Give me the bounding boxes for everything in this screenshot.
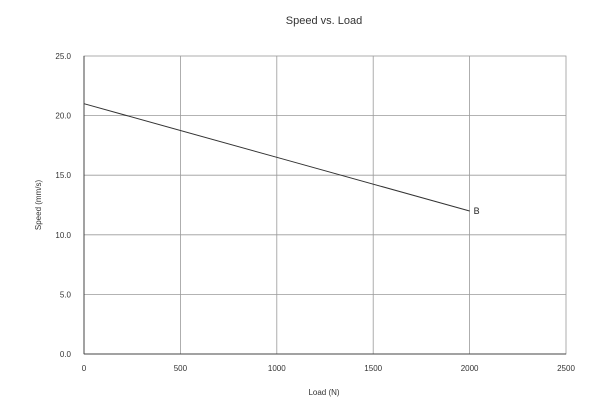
series-label-b: B bbox=[474, 206, 480, 216]
x-tick-label: 500 bbox=[174, 364, 188, 373]
chart-title: Speed vs. Load bbox=[286, 15, 362, 27]
x-tick-label: 1000 bbox=[268, 364, 286, 373]
y-tick-label: 15.0 bbox=[55, 171, 71, 180]
x-tick-label: 2000 bbox=[461, 364, 479, 373]
plot-frame bbox=[83, 55, 567, 355]
series-line-b bbox=[83, 103, 470, 212]
x-tick-label: 1500 bbox=[364, 364, 382, 373]
x-tick-label: 0 bbox=[82, 364, 87, 373]
y-tick-label: 25.0 bbox=[55, 52, 71, 61]
y-axis-title: Speed (mm/s) bbox=[34, 180, 43, 231]
y-tick-label: 5.0 bbox=[60, 290, 72, 299]
y-tick-label: 0.0 bbox=[60, 350, 72, 359]
x-axis-title: Load (N) bbox=[308, 388, 339, 397]
x-tick-label: 2500 bbox=[557, 364, 575, 373]
plot-area: 0 500 1000 1500 2000 2500 0.0 5.0 10.0 15.0 20.0 25… bbox=[55, 52, 575, 373]
y-tick-label: 10.0 bbox=[55, 231, 71, 240]
y-tick-label: 20.0 bbox=[55, 112, 71, 121]
